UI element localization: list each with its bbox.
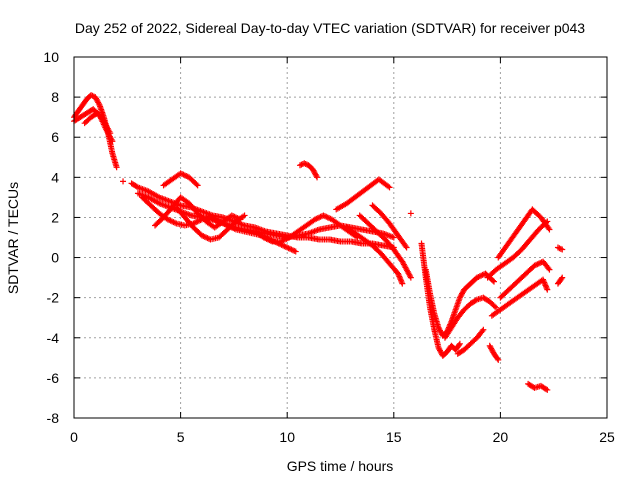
data-point	[407, 210, 414, 217]
data-point	[557, 245, 564, 252]
data-point	[403, 244, 410, 251]
data-point	[194, 182, 201, 189]
data-point	[390, 234, 397, 241]
plot-frame	[73, 56, 608, 419]
chart-title: Day 252 of 2022, Sidereal Day-to-day VTE…	[75, 20, 585, 36]
x-tick-label: 10	[279, 429, 295, 445]
data-point	[546, 226, 553, 233]
tick-layer: 0 5 10 15 20 25 -8 -6 -4 -2 0 2 4 6 8 10	[43, 49, 615, 445]
y-axis-label: SDTVAR / TECUs	[5, 182, 21, 294]
data-point	[556, 245, 563, 252]
data-point	[314, 174, 321, 181]
data-point	[546, 266, 553, 273]
data-point	[113, 164, 120, 171]
y-tick-label: -4	[47, 330, 60, 346]
x-axis-label: GPS time / hours	[287, 458, 394, 474]
data-point	[399, 280, 406, 287]
data-point	[494, 355, 501, 362]
y-tick-label: -6	[47, 370, 60, 386]
data-point	[193, 181, 200, 188]
data-point	[544, 286, 551, 293]
data-point	[407, 274, 414, 281]
data-points-layer	[71, 92, 566, 393]
data-point	[386, 184, 393, 191]
data-point	[491, 303, 498, 310]
data-point	[107, 130, 114, 137]
data-point	[545, 225, 552, 232]
data-point	[402, 243, 409, 250]
data-point	[559, 246, 566, 253]
x-tick-label: 0	[70, 429, 78, 445]
data-point	[133, 183, 140, 190]
data-point	[95, 100, 102, 107]
y-tick-label: -8	[47, 410, 60, 426]
y-tick-label: 2	[51, 209, 59, 225]
data-point	[109, 138, 116, 145]
data-point	[559, 274, 566, 281]
data-point	[241, 212, 248, 219]
data-point	[489, 277, 496, 284]
data-point	[313, 172, 320, 179]
data-point	[298, 161, 305, 168]
y-tick-label: 4	[51, 169, 59, 185]
data-point	[543, 386, 550, 393]
data-point	[495, 356, 502, 363]
data-point	[545, 265, 552, 272]
data-point	[456, 341, 463, 348]
x-tick-label: 25	[599, 429, 615, 445]
x-tick-label: 20	[493, 429, 509, 445]
y-tick-label: 10	[43, 49, 59, 65]
y-tick-label: 0	[51, 250, 59, 266]
data-point	[385, 183, 392, 190]
y-tick-label: 6	[51, 129, 59, 145]
data-point	[472, 297, 479, 304]
x-tick-label: 15	[386, 429, 402, 445]
data-point	[493, 304, 500, 311]
data-point	[479, 328, 486, 335]
data-point	[480, 326, 487, 333]
y-tick-label: -2	[47, 290, 60, 306]
data-point	[491, 278, 498, 285]
data-point	[544, 386, 551, 393]
data-point	[456, 340, 463, 347]
x-tick-label: 5	[177, 429, 185, 445]
grid-layer	[74, 57, 607, 418]
data-point	[292, 248, 299, 255]
data-point	[558, 275, 565, 282]
y-tick-label: 8	[51, 89, 59, 105]
data-point	[120, 178, 127, 185]
